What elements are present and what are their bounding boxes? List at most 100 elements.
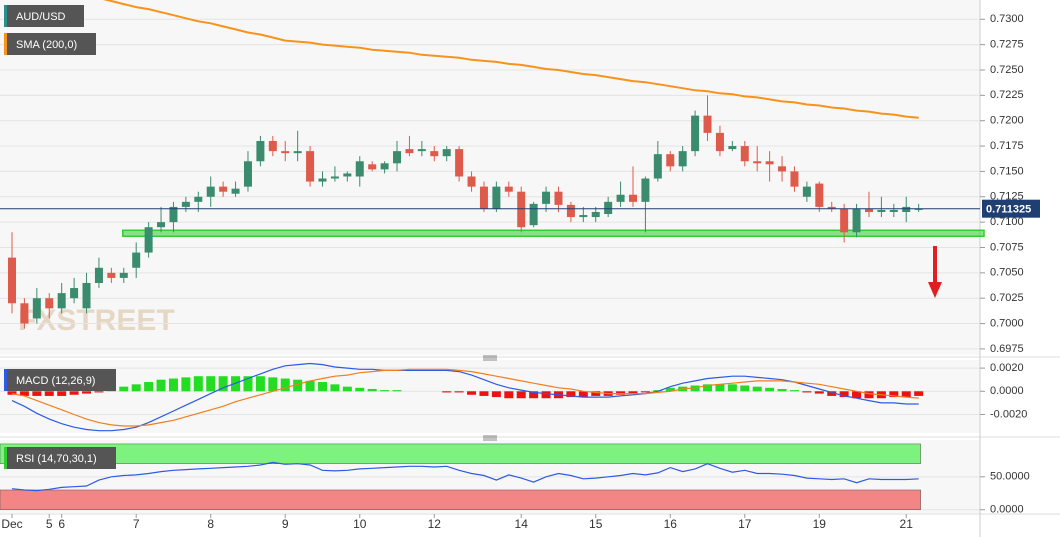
legend-label[interactable]: AUD/USD bbox=[16, 11, 66, 23]
y-tick-label: 0.0000 bbox=[990, 385, 1024, 397]
x-tick-label: 12 bbox=[428, 517, 442, 531]
y-tick-label: 0.7100 bbox=[990, 216, 1024, 228]
candle-body bbox=[343, 173, 352, 177]
candle-body bbox=[70, 288, 79, 299]
legend-stripe bbox=[4, 5, 7, 27]
candle-body bbox=[405, 149, 414, 154]
y-tick-label: 0.0020 bbox=[990, 362, 1024, 374]
histogram-bar bbox=[491, 391, 501, 398]
histogram-bar bbox=[206, 376, 216, 392]
candle-body bbox=[703, 115, 712, 133]
candle-body bbox=[318, 178, 327, 182]
y-tick-label: -0.0020 bbox=[990, 408, 1027, 420]
histogram-bar bbox=[82, 391, 92, 394]
candle-body bbox=[554, 191, 563, 205]
candle-body bbox=[281, 151, 290, 154]
histogram-bar bbox=[318, 382, 327, 392]
candle-body bbox=[119, 272, 128, 278]
candle-body bbox=[368, 164, 377, 170]
last-price-label: 0.711325 bbox=[986, 204, 1031, 216]
y-tick-label: 0.7300 bbox=[990, 13, 1024, 25]
x-tick-label: Dec bbox=[1, 517, 22, 531]
candle-body bbox=[94, 267, 103, 283]
histogram-bar bbox=[852, 391, 862, 399]
histogram-bar bbox=[293, 379, 303, 392]
candle-body bbox=[393, 151, 402, 164]
histogram-bar bbox=[591, 391, 601, 396]
histogram-bar bbox=[19, 391, 29, 396]
histogram-bar bbox=[69, 391, 79, 395]
histogram-bar bbox=[889, 391, 899, 398]
histogram-bar bbox=[32, 391, 42, 396]
candle-body bbox=[467, 176, 476, 187]
y-tick-label: 0.6975 bbox=[990, 343, 1024, 355]
legend-label[interactable]: MACD (12,26,9) bbox=[16, 375, 95, 387]
legend-box[interactable] bbox=[4, 447, 116, 469]
histogram-bar bbox=[305, 380, 315, 392]
candle-body bbox=[181, 201, 190, 207]
histogram-bar bbox=[765, 387, 775, 392]
candle-body bbox=[740, 146, 749, 162]
histogram-bar bbox=[665, 387, 675, 392]
x-tick-label: 9 bbox=[282, 517, 289, 531]
candle-body bbox=[504, 186, 513, 192]
legend-stripe bbox=[4, 447, 7, 469]
candle-body bbox=[902, 206, 911, 212]
candle-body bbox=[678, 151, 687, 167]
pane-handle[interactable] bbox=[483, 435, 497, 441]
legend[interactable]: AUD/USD SMA (200,0) MACD (12,26,9) RSI (… bbox=[4, 5, 116, 469]
candle-body bbox=[529, 203, 538, 226]
series-line bbox=[102, 0, 919, 119]
x-tick-label: 14 bbox=[515, 517, 529, 531]
histogram-bar bbox=[94, 391, 104, 393]
candle-body bbox=[442, 149, 451, 157]
histogram-bar bbox=[516, 391, 526, 399]
candle-body bbox=[914, 208, 923, 210]
histogram-bar bbox=[839, 391, 849, 398]
candle-body bbox=[430, 151, 439, 157]
histogram-bar bbox=[640, 391, 650, 393]
price-pane bbox=[0, 0, 980, 355]
x-tick-label: 19 bbox=[813, 517, 827, 531]
candle-body bbox=[852, 208, 861, 233]
candle-body bbox=[330, 176, 339, 179]
candle-body bbox=[877, 209, 886, 212]
y-tick-label: 50.0000 bbox=[990, 471, 1030, 483]
candle-body bbox=[889, 209, 898, 212]
legend-stripe bbox=[4, 33, 7, 55]
plot-layer: 0.69750.70000.70250.70500.70750.71000.71… bbox=[0, 0, 1040, 531]
candle-body bbox=[243, 161, 252, 187]
legend-label[interactable]: SMA (200,0) bbox=[16, 39, 77, 51]
candle-body bbox=[57, 293, 66, 309]
candle-body bbox=[790, 171, 799, 187]
legend-box[interactable] bbox=[4, 5, 84, 27]
legend-box[interactable] bbox=[4, 369, 116, 391]
histogram-bar bbox=[901, 391, 911, 398]
pane-handle[interactable] bbox=[483, 355, 497, 361]
x-tick-label: 15 bbox=[589, 517, 603, 531]
legend-box[interactable] bbox=[4, 33, 96, 55]
candle-body bbox=[206, 186, 215, 197]
rsi-zone bbox=[0, 443, 921, 464]
candle-body bbox=[306, 151, 315, 182]
candle-body bbox=[815, 183, 824, 207]
x-tick-label: 16 bbox=[664, 517, 678, 531]
candle-body bbox=[32, 298, 41, 319]
candle-body bbox=[753, 161, 762, 164]
histogram-bar bbox=[814, 391, 824, 394]
histogram-bar bbox=[181, 377, 191, 392]
histogram-bar bbox=[255, 376, 265, 392]
support-band bbox=[122, 229, 985, 238]
trend-arrow bbox=[928, 246, 942, 298]
histogram-bar bbox=[727, 384, 737, 392]
legend-label[interactable]: RSI (14,70,30,1) bbox=[16, 453, 97, 465]
histogram-bar bbox=[57, 391, 67, 396]
candle-body bbox=[144, 227, 153, 253]
histogram-bar bbox=[802, 391, 812, 393]
histogram-bar bbox=[715, 384, 725, 392]
legend-stripe bbox=[4, 369, 7, 391]
candle-body bbox=[231, 188, 240, 194]
candle-body bbox=[827, 206, 836, 209]
candle-body bbox=[169, 206, 178, 223]
